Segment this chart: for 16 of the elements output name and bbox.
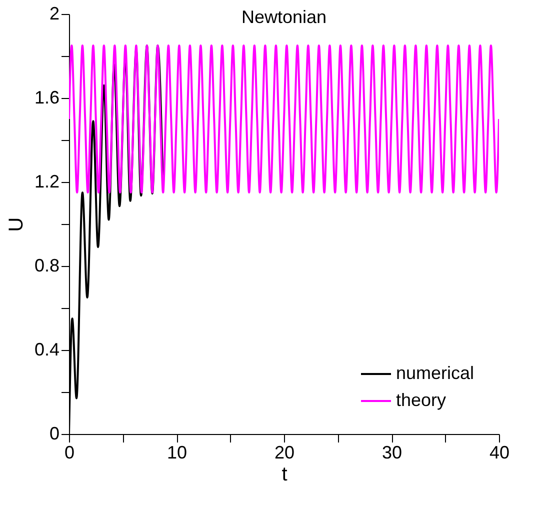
- y-tick-label: 2: [49, 4, 60, 24]
- y-tick-label: 0: [49, 424, 60, 444]
- x-tick-label: 30: [382, 442, 402, 462]
- y-tick-label: 1.2: [34, 172, 60, 192]
- x-tick-label: 10: [166, 442, 188, 462]
- x-tick-label: 20: [274, 442, 295, 462]
- legend-label: numerical: [396, 363, 474, 383]
- x-axis-title: t: [282, 464, 288, 486]
- y-tick-label: 1.6: [34, 88, 60, 108]
- x-tick-label: 0: [64, 442, 75, 462]
- chart-title: Newtonian: [241, 7, 327, 27]
- legend-label: theory: [396, 390, 446, 410]
- y-tick-label: 0.8: [34, 256, 60, 276]
- x-tick-label: 40: [489, 442, 510, 462]
- y-tick-label: 0.4: [34, 340, 60, 360]
- y-axis-title: U: [5, 217, 28, 232]
